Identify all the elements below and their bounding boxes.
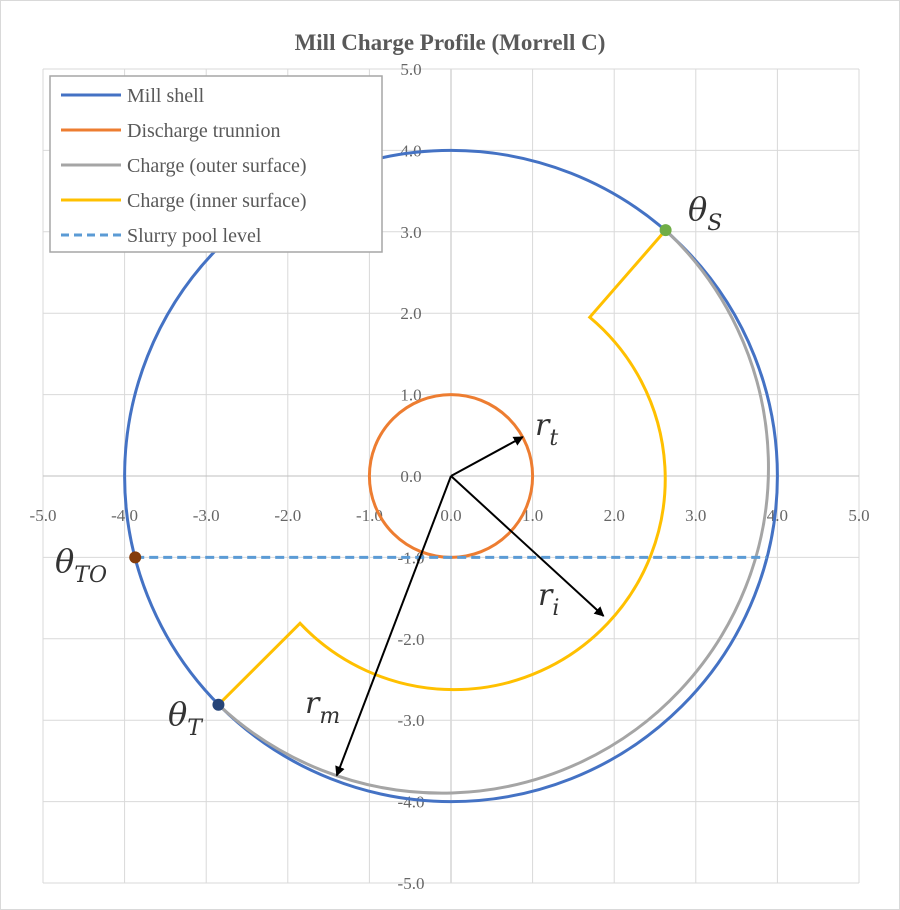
x-tick-label: -2.0 [274,506,301,525]
x-tick-label: 3.0 [685,506,706,525]
label-ri: ri [538,578,559,621]
y-tick-label: 0.0 [400,467,421,486]
y-tick-label: 4.0 [400,141,421,160]
label-sub: t [549,426,558,451]
label-sub: T [187,716,204,741]
label-theta-t: θT [168,695,204,741]
arrow-rm [335,475,452,777]
y-tick-label: -5.0 [398,874,425,893]
x-tick-label: 4.0 [767,506,788,525]
label-rt: rt [535,408,558,451]
label-main: θ [168,695,187,733]
label-main: θ [688,190,707,228]
label-main: r [535,408,551,443]
label-theta-s: θS [688,190,722,236]
x-tick-label: -4.0 [111,506,138,525]
label-rm: rm [305,686,340,729]
label-main: θ [55,542,74,580]
legend-entry: Slurry pool level [127,225,262,247]
arrow-rt [450,436,524,477]
label-main: r [538,578,554,613]
legend: Mill shell Discharge trunnion Charge (oute… [49,75,383,253]
point-theta-to [129,551,142,564]
label-sub: TO [74,563,107,588]
y-tick-label: -4.0 [398,793,425,812]
legend-entry: Charge (outer surface) [127,155,307,177]
label-theta-to: θTO [55,542,107,588]
legend-entry: Discharge trunnion [127,120,281,142]
label-sub: i [552,596,559,621]
x-tick-label: 2.0 [604,506,625,525]
point-theta-t [212,698,225,711]
mill-shell-series [123,148,779,804]
x-tick-label: 1.0 [522,506,543,525]
point-theta-s [659,224,672,237]
legend-entry: Mill shell [127,85,205,107]
charge-outer-surface-series [217,229,770,795]
charge-inner-surface-series [217,229,667,706]
y-tick-label: -3.0 [398,711,425,730]
arrow-ri [450,475,605,617]
y-tick-label: 1.0 [400,386,421,405]
x-tick-label: 0.0 [440,506,461,525]
y-tick-label: 2.0 [400,304,421,323]
x-tick-label: -5.0 [30,506,57,525]
legend-entry: Charge (inner surface) [127,190,307,212]
y-tick-label: 5.0 [400,60,421,79]
y-tick-label: 3.0 [400,223,421,242]
label-main: r [305,686,321,721]
label-sub: m [319,704,340,729]
x-tick-label: 5.0 [848,506,869,525]
label-sub: S [707,211,722,236]
y-tick-label: -2.0 [398,630,425,649]
x-tick-label: -3.0 [193,506,220,525]
chart-title: Mill Charge Profile (Morrell C) [295,30,606,55]
